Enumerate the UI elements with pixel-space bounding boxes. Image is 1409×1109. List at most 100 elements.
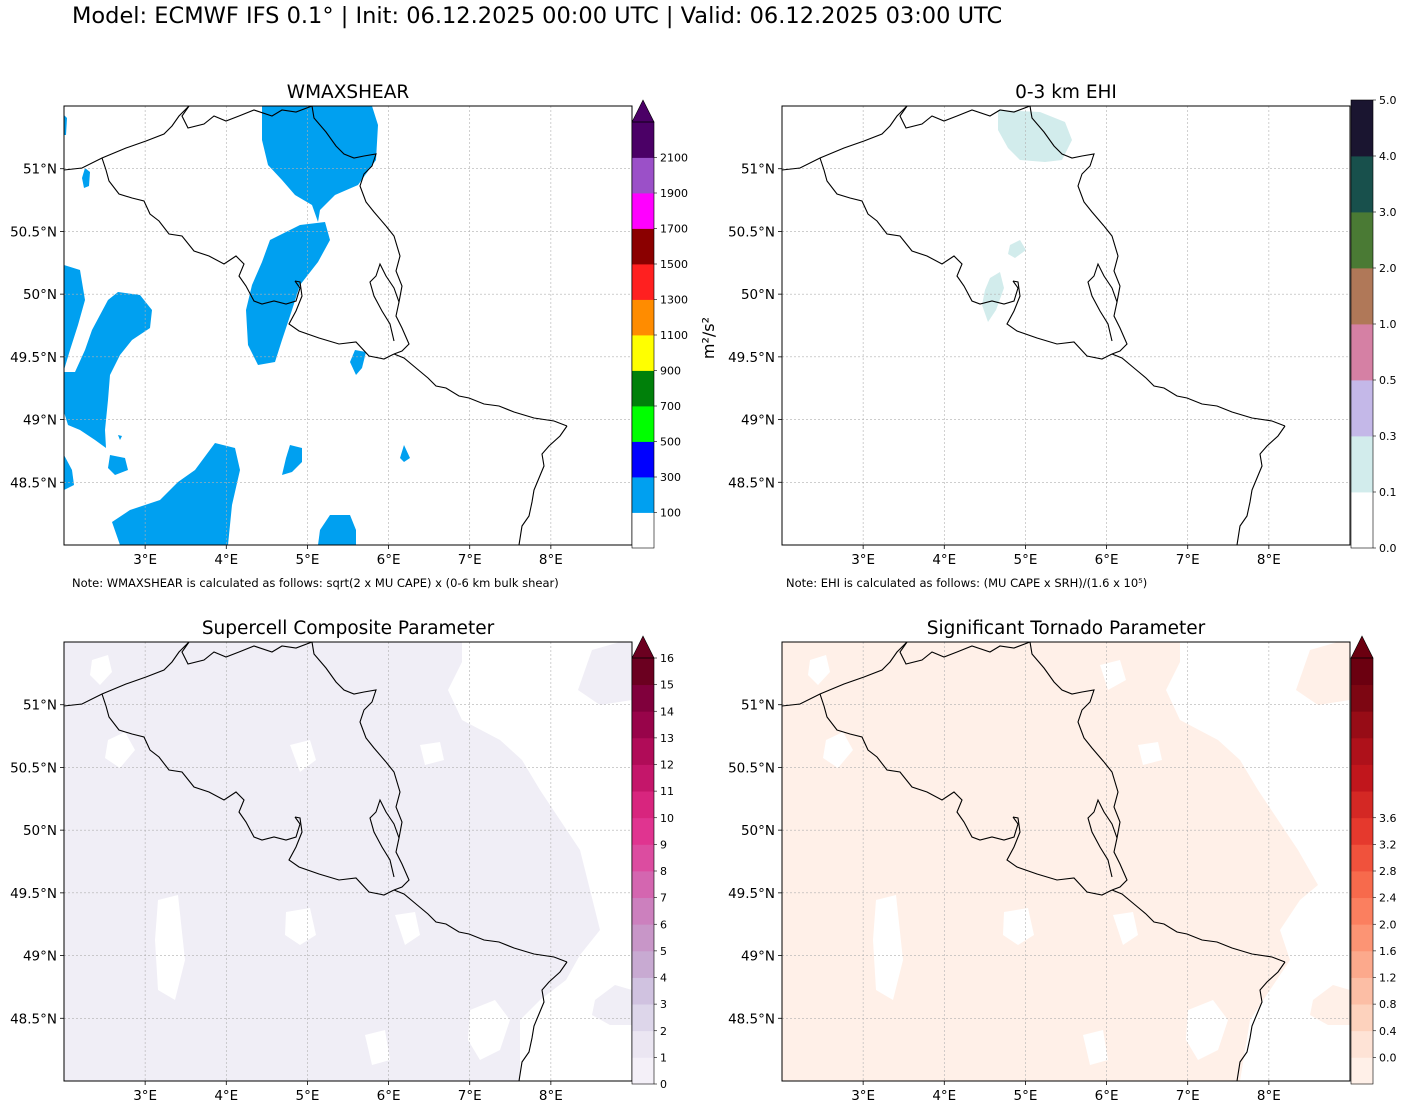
lat-tick-label: 49°N (741, 413, 775, 429)
border-segment-5 (1087, 798, 1128, 891)
colorbar-segment (1351, 492, 1373, 549)
lon-tick-label: 7°E (458, 552, 482, 568)
lat-tick-label: 50.5°N (728, 224, 775, 240)
colorbar-segment (632, 977, 654, 1005)
border-segment-2 (1029, 642, 1105, 763)
colorbar-segment (632, 193, 654, 229)
lat-tick-label: 51°N (23, 698, 57, 714)
colorbar-tick-label: 9 (660, 838, 667, 851)
map-area[interactable] (64, 642, 632, 1081)
lon-tick-label: 6°E (377, 1088, 401, 1104)
colorbar-segment (632, 658, 654, 686)
lon-tick-label: 7°E (1176, 552, 1200, 568)
gridlines (782, 106, 1350, 545)
lat-tick-label: 50°N (741, 823, 775, 839)
colorbar-tick-label: 6 (660, 918, 667, 931)
colorbar-segment (1351, 764, 1373, 792)
border-segment-1 (899, 642, 1031, 665)
lon-tick-label: 5°E (295, 1088, 319, 1104)
colorbar-segment (1351, 737, 1373, 765)
lat-tick-label: 49°N (23, 949, 57, 965)
border-segment-4 (288, 280, 395, 360)
colorbar-tick-label: 0.3 (1379, 430, 1397, 443)
wmaxshear-fill-areas (64, 106, 410, 545)
colorbar-tick-label: 13 (660, 732, 674, 745)
colorbar-segment (1351, 268, 1373, 325)
lat-tick-label: 48.5°N (728, 475, 775, 491)
colorbar-tick-label: 100 (660, 507, 681, 520)
colorbar-tick-label: 1500 (660, 258, 688, 271)
border-segment-6 (385, 761, 403, 839)
colorbar-tick-label: 3.0 (1379, 206, 1397, 219)
lon-tick-label: 5°E (295, 552, 319, 568)
main-title: Model: ECMWF IFS 0.1° | Init: 06.12.2025… (72, 3, 1003, 29)
panel-scp: Supercell Composite Parameter (10, 618, 674, 1104)
colorbar-segment (1351, 871, 1373, 899)
border-segment-5 (369, 798, 410, 891)
lat-tick-label: 49°N (23, 413, 57, 429)
lat-tick-label: 49.5°N (728, 350, 775, 366)
lon-tick-label: 7°E (1176, 1088, 1200, 1104)
map-area[interactable] (782, 642, 1350, 1081)
colorbar-segment (1351, 791, 1373, 819)
colorbar-tick-label: 15 (660, 679, 674, 692)
colorbar-segment (632, 950, 654, 978)
colorbar-tick-label: 3 (660, 998, 667, 1011)
panel-wmaxshear: WMAXSHEAR 3°E 4°E 5°E 6 (10, 82, 718, 590)
colorbar-segment (632, 764, 654, 792)
colorbar-tick-label: 4.0 (1379, 150, 1397, 163)
lon-tick-label: 8°E (539, 1088, 563, 1104)
colorbar-segment (632, 477, 654, 513)
panel-ehi: 0-3 km EHI 3°E 4°E 5°E 6°E 7°E 8°E 51°N 50.5°N 5… (728, 82, 1396, 590)
lat-tick-label: 48.5°N (728, 1011, 775, 1027)
lat-tick-label: 49.5°N (10, 350, 57, 366)
colorbar-extend-arrow (631, 99, 655, 123)
colorbar-segment (1351, 658, 1373, 686)
border-segment-1 (181, 642, 313, 665)
colorbar-segment (632, 1030, 654, 1058)
colorbar: 0.0 0.4 0.8 1.2 1.6 2.0 2.4 2.8 3.2 3.6 (1350, 635, 1397, 1085)
colorbar-segment (632, 1004, 654, 1032)
colorbar-segment (632, 122, 654, 158)
border-segment-4 (1006, 280, 1113, 360)
border-segment-0 (782, 106, 908, 171)
colorbar-segment (632, 871, 654, 899)
lon-tick-label: 3°E (133, 1088, 157, 1104)
border-segment-2 (1029, 106, 1105, 227)
colorbar-segment (632, 924, 654, 952)
colorbar-segment (1351, 844, 1373, 872)
colorbar-segment (632, 228, 654, 265)
colorbar-tick-label: 900 (660, 365, 681, 378)
colorbar-segment (1351, 711, 1373, 739)
border-segment-5 (369, 262, 410, 355)
colorbar-segment (1351, 684, 1373, 712)
axis-ticks: 3°E 4°E 5°E 6°E 7°E 8°E 51°N 50.5°N 50°N 49.5°N 49… (728, 698, 1281, 1104)
border-segment-7 (1111, 889, 1286, 963)
colorbar-tick-label: 2100 (660, 152, 688, 165)
colorbar-tick-label: 0.4 (1379, 1025, 1397, 1038)
axis-ticks: 3°E 4°E 5°E 6°E 7°E 8°E 51°N 50.5°N 50°N 49.5°N 49… (728, 162, 1281, 568)
colorbar-segment (632, 157, 654, 194)
panel-title: 0-3 km EHI (1015, 82, 1117, 103)
map-area[interactable] (64, 106, 632, 545)
colorbar-tick-label: 0 (660, 1078, 667, 1091)
axis-ticks: 3°E 4°E 5°E 6°E 7°E 8°E 51°N 50.5°N 50°N 49.5°N 49… (10, 698, 563, 1104)
axis-ticks: 3°E 4°E 5°E 6°E 7°E 8°E 51°N 50.5°N 50°N 49.5°N 49… (10, 162, 563, 568)
border-segment-3 (101, 693, 301, 841)
lat-tick-label: 50.5°N (728, 760, 775, 776)
lon-tick-label: 6°E (1095, 552, 1119, 568)
lon-tick-label: 8°E (1257, 552, 1281, 568)
border-segment-8 (518, 425, 568, 545)
colorbar-segment (1351, 100, 1373, 157)
colorbar-segment (632, 512, 654, 549)
colorbar-segment (632, 684, 654, 712)
colorbar-tick-label: 5.0 (1379, 94, 1397, 107)
lat-tick-label: 50°N (741, 287, 775, 303)
colorbar: 0.0 0.1 0.3 0.5 1.0 2.0 3.0 4.0 5.0 (1350, 94, 1397, 555)
border-segment-0 (64, 106, 190, 171)
map-area[interactable] (782, 106, 1350, 545)
panel-note: Note: WMAXSHEAR is calculated as follows… (72, 576, 559, 590)
panel-stp: Significant Tornado Parameter (728, 618, 1396, 1104)
border-segment-3 (819, 693, 1019, 841)
